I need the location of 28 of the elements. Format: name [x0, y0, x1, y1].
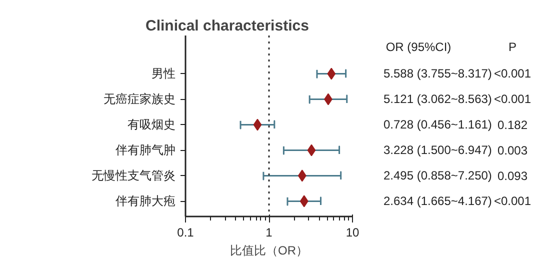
- data-label: 2.634 (1.665~4.167): [384, 194, 492, 208]
- y-tick-label: 伴有肺气肿: [116, 143, 176, 158]
- text: 0.003: [497, 144, 528, 158]
- y-tick-label: 男性: [152, 66, 176, 81]
- x-tick-label: 0.1: [177, 226, 194, 240]
- text: <0.001: [494, 66, 532, 81]
- chart-title: Clinical characteristics: [146, 18, 309, 34]
- data-label: 5.121 (3.062~8.563): [384, 92, 492, 106]
- data-label: 0.728 (0.456~1.161): [384, 118, 492, 132]
- point: [327, 68, 336, 80]
- text: P: [508, 40, 517, 54]
- x-axis-title: 比值比（OR）: [230, 244, 308, 258]
- y-tick-label: 有吸烟史: [128, 118, 176, 132]
- x-tick-label: 10: [346, 226, 360, 240]
- text: <0.001: [494, 194, 532, 208]
- data-label: 3.228 (1.500~6.947): [384, 143, 492, 158]
- text: OR (95%CI): [386, 40, 452, 54]
- text: <0.001: [494, 92, 532, 106]
- data-label: 5.588 (3.755~8.317): [384, 66, 492, 81]
- data-label: 2.495 (0.858~7.250): [384, 168, 492, 183]
- y-tick-label: 伴有肺大疱: [116, 194, 176, 208]
- point: [298, 170, 306, 182]
- y-tick-label: 无慢性支气管炎: [92, 168, 176, 183]
- x-tick-label: 1: [266, 226, 273, 240]
- text: 0.093: [497, 169, 528, 184]
- text: 0.182: [497, 118, 528, 132]
- point: [300, 195, 308, 208]
- y-tick-label: 无癌症家族史: [104, 92, 176, 106]
